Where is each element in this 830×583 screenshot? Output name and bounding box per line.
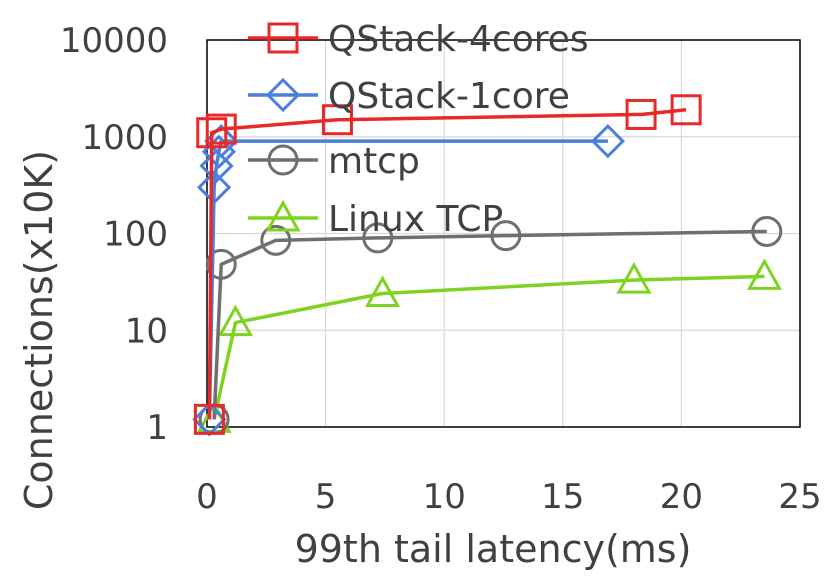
legend-label: QStack-4cores [328,19,589,60]
series-mtcp [198,215,783,435]
series-line [207,108,687,420]
x-tick-labels: 0 5 10 15 20 25 [196,477,821,517]
data-point-diamond [590,124,625,159]
legend-marker-triangle [265,199,301,232]
data-point-circle [260,224,292,256]
y-tick-label: 1 [146,408,168,448]
series-linux-tcp [196,258,782,433]
x-tick-label: 0 [196,477,218,517]
data-point-triangle [746,258,782,290]
x-tick-label: 25 [778,477,821,517]
x-tick-label: 10 [423,477,466,517]
legend-label: Linux TCP [328,199,503,240]
data-point-circle [751,215,783,247]
legend-marker-square [267,22,299,54]
data-point-square [196,117,228,149]
data-point-triangle [364,275,401,307]
legend-marker-diamond [265,77,301,113]
y-tick-label: 10 [125,311,168,351]
y-tick-labels: 1 10 100 1000 10000 [60,21,168,448]
x-tick-label: 5 [315,477,337,517]
y-tick-label: 100 [103,215,168,255]
data-point-square [625,98,657,130]
data-point-square [205,113,237,145]
legend-item: Linux TCP [248,199,503,240]
data-point-triangle [616,261,652,294]
series-line [212,229,767,420]
series-layer [192,94,783,437]
plot-frame [206,39,801,428]
data-point-triangle [217,304,254,337]
series-line [207,139,608,420]
data-point-diamond [196,170,232,205]
data-point-square [321,104,353,136]
y-tick-label: 1000 [81,118,168,158]
legend-item: QStack-4cores [248,19,589,60]
legend-marker-circle [267,144,299,176]
x-tick-label: 15 [541,477,584,517]
legend: QStack-4cores QStack-1core mtcp Linux TCP [248,19,589,240]
legend-label: mtcp [328,141,420,182]
data-point-square [193,403,225,435]
y-tick-label: 10000 [60,21,168,61]
x-tick-label: 20 [660,477,703,517]
series-qstack-4cores [193,94,702,435]
data-point-circle [205,248,237,280]
series-line [212,274,765,420]
data-point-circle [490,220,522,252]
y-axis-title: Connections(x10K) [17,150,61,510]
legend-label: QStack-1core [328,76,570,117]
x-axis-title: 99th tail latency(ms) [295,527,692,571]
data-point-square [670,94,702,126]
legend-item: QStack-1core [248,76,570,117]
data-point-circle [362,222,394,254]
legend-item: mtcp [248,141,420,182]
